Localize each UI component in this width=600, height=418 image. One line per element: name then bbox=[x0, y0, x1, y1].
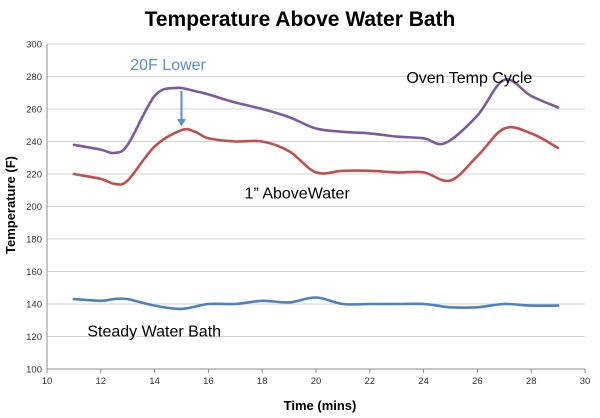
x-tick-label: 12 bbox=[96, 376, 107, 387]
x-tick-label: 20 bbox=[311, 376, 322, 387]
x-tick-label: 30 bbox=[580, 376, 591, 387]
y-tick-labels: 100 120 140 160 180 200 220 240 260 280 300 bbox=[26, 40, 42, 376]
series-label-0: Oven Temp Cycle bbox=[406, 70, 532, 87]
series-label-2: Steady Water Bath bbox=[87, 324, 221, 341]
x-tick-labels: 10 12 14 16 18 20 22 24 26 28 30 bbox=[42, 369, 591, 387]
x-tick-label: 22 bbox=[365, 376, 376, 387]
annotation-20f-lower: 20F Lower bbox=[130, 57, 206, 74]
x-tick-label: 26 bbox=[472, 376, 483, 387]
annotation-arrow-head bbox=[177, 119, 186, 127]
y-tick-label: 240 bbox=[26, 137, 42, 148]
x-tick-label: 24 bbox=[418, 376, 429, 387]
x-tick-label: 16 bbox=[203, 376, 214, 387]
series-line-1 bbox=[72, 125, 560, 186]
series-lines bbox=[72, 78, 560, 311]
y-tick-label: 180 bbox=[26, 235, 42, 246]
x-tick-label: 18 bbox=[257, 376, 268, 387]
series-label-1: 1” AboveWater bbox=[245, 186, 351, 203]
y-tick-label: 280 bbox=[26, 72, 42, 83]
y-tick-label: 120 bbox=[26, 332, 42, 343]
x-tick-label: 28 bbox=[526, 376, 537, 387]
y-tick-label: 160 bbox=[26, 267, 42, 278]
y-tick-label: 300 bbox=[26, 40, 42, 51]
series-line-2 bbox=[72, 296, 560, 311]
series-line-0 bbox=[72, 78, 560, 155]
y-tick-label: 260 bbox=[26, 105, 42, 116]
y-tick-label: 140 bbox=[26, 300, 42, 311]
x-axis-label: Time (mins) bbox=[284, 398, 357, 413]
grid bbox=[47, 43, 585, 337]
chart-title: Temperature Above Water Bath bbox=[145, 8, 456, 31]
y-tick-label: 100 bbox=[26, 365, 42, 376]
y-tick-label: 200 bbox=[26, 202, 42, 213]
y-tick-label: 220 bbox=[26, 170, 42, 181]
annotations: Oven Temp Cycle 1” AboveWater Steady Water… bbox=[87, 57, 532, 341]
x-tick-label: 10 bbox=[42, 376, 53, 387]
x-tick-label: 14 bbox=[149, 376, 160, 387]
y-axis-label: Temperature (F) bbox=[3, 156, 18, 254]
